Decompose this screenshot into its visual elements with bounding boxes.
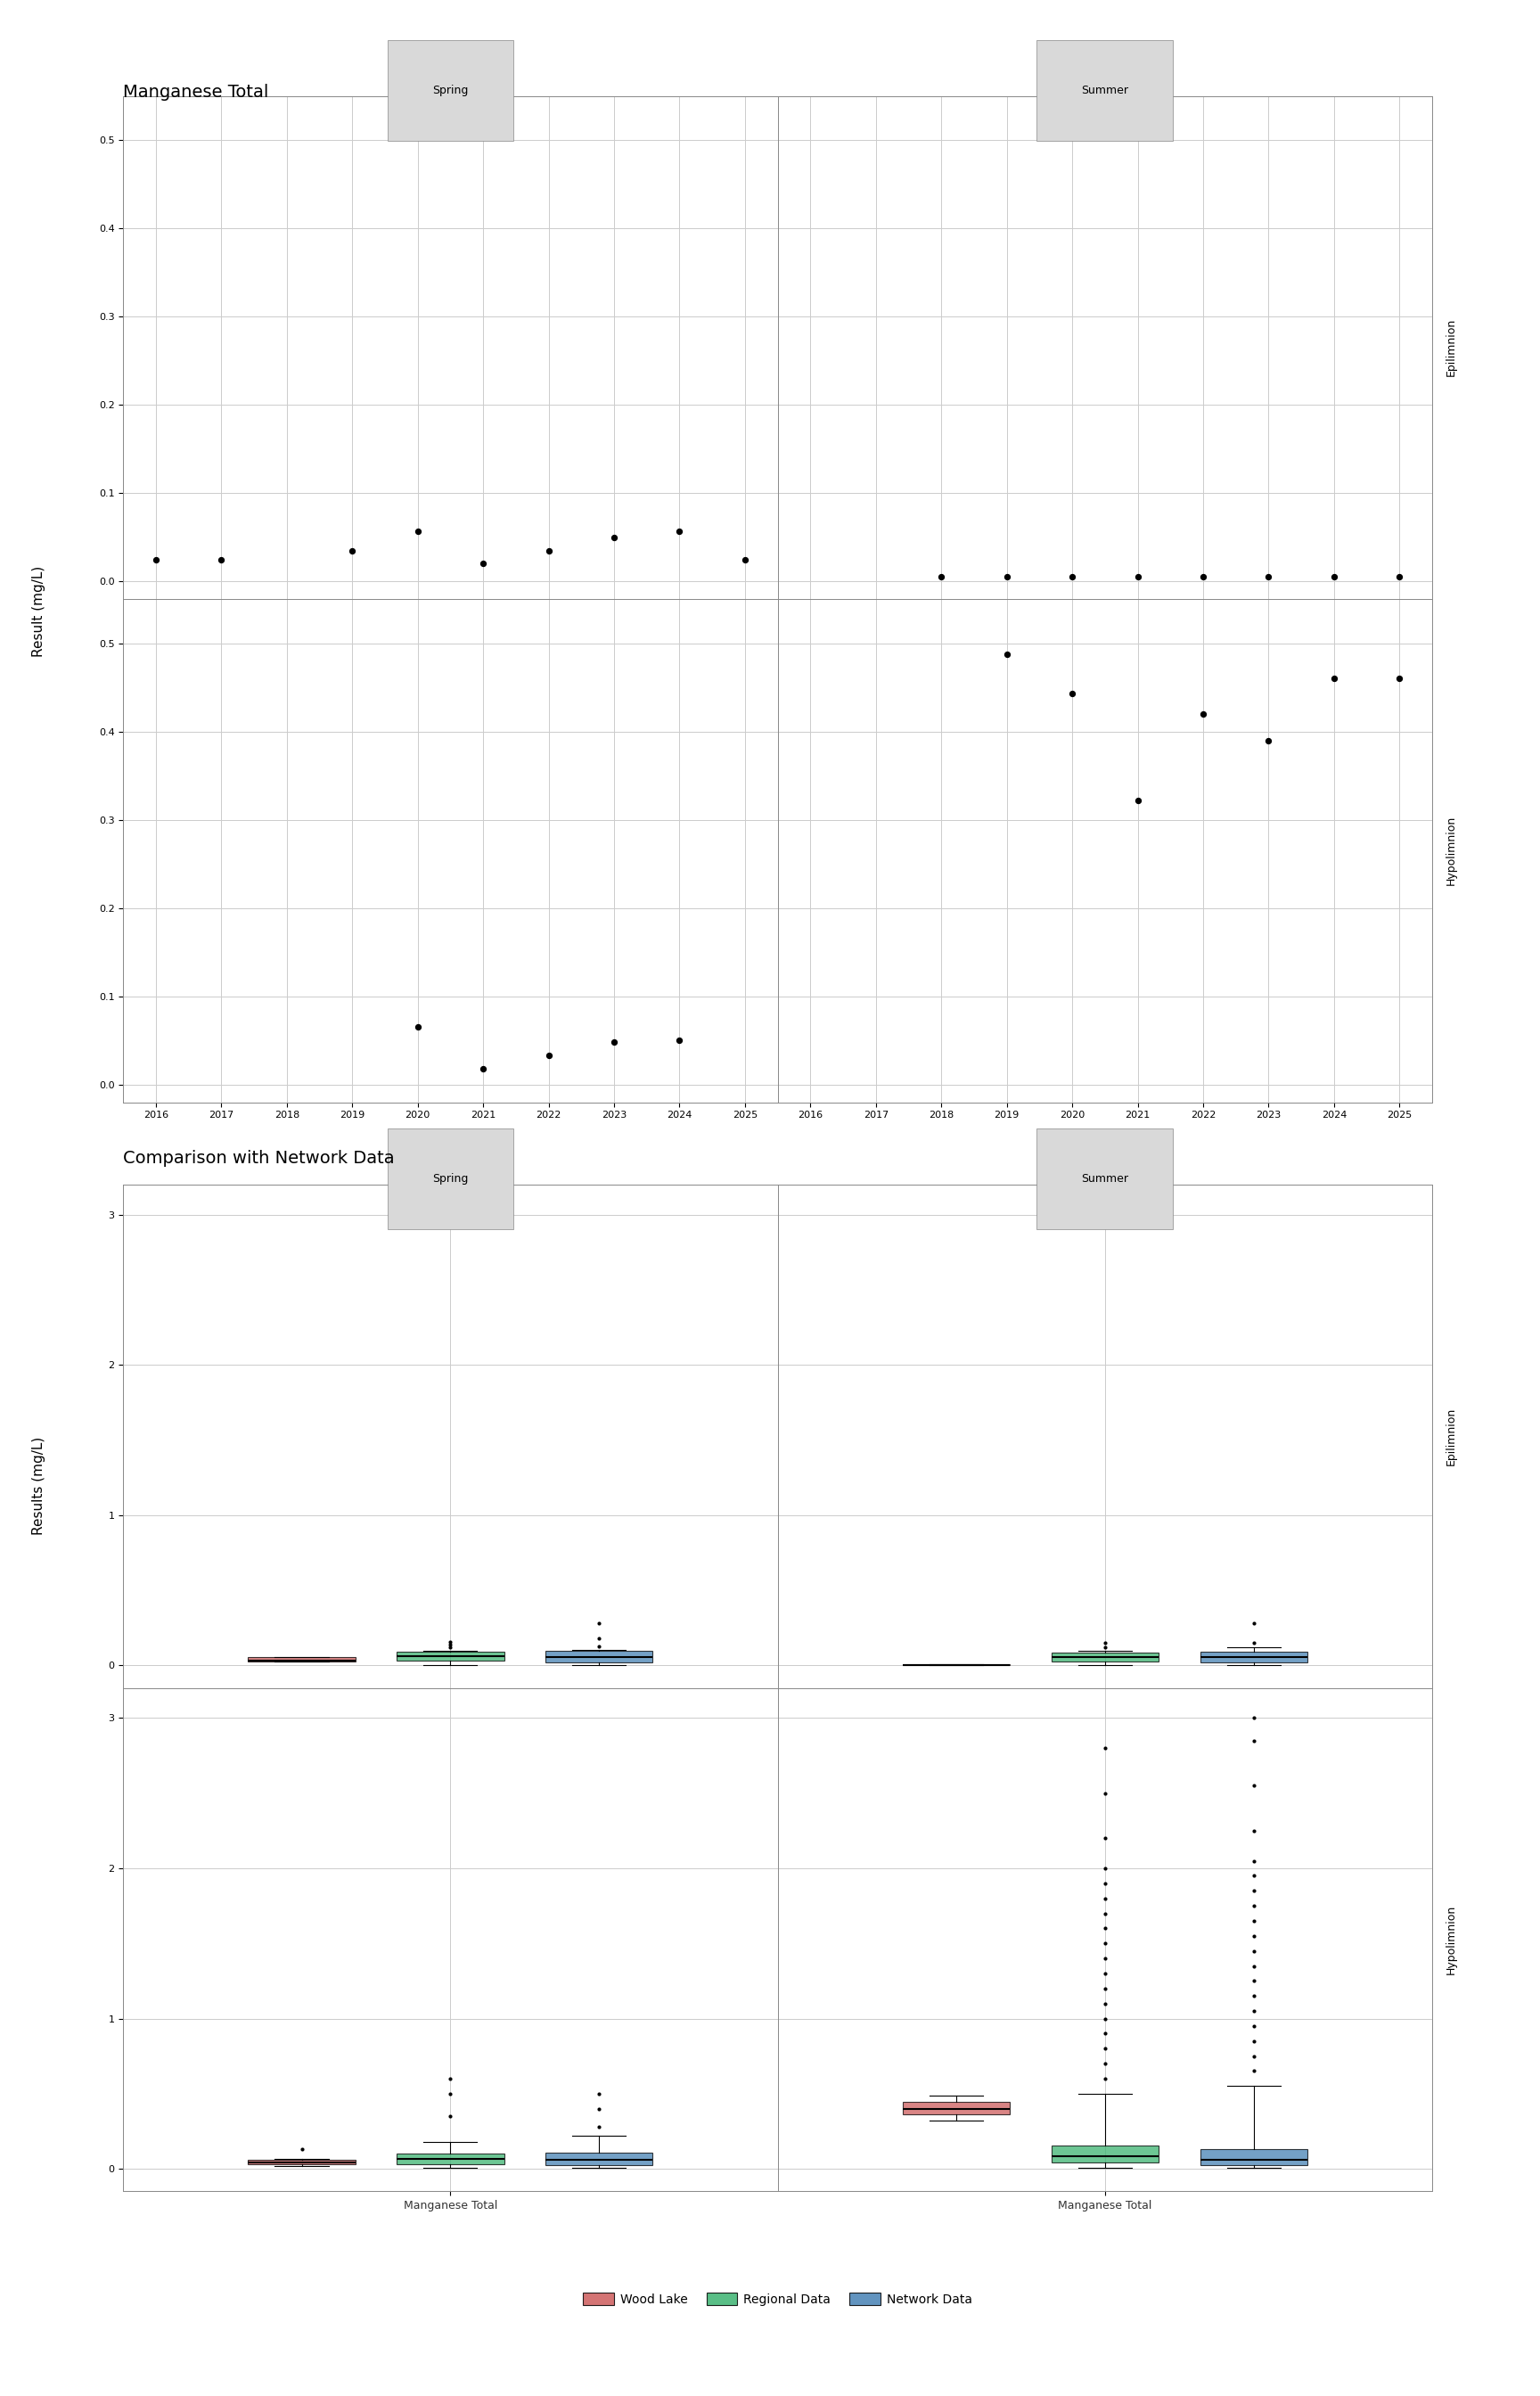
Title: Spring: Spring	[433, 84, 468, 96]
PathPatch shape	[1052, 2144, 1158, 2164]
PathPatch shape	[545, 1651, 653, 1663]
Text: Results (mg/L): Results (mg/L)	[32, 1435, 45, 1536]
Point	[1388, 558, 1412, 597]
PathPatch shape	[397, 1651, 504, 1660]
Point	[1126, 558, 1150, 597]
Text: Epilimnion: Epilimnion	[1445, 1406, 1457, 1466]
Point	[1190, 558, 1215, 597]
Point	[1126, 781, 1150, 819]
Text: Hypolimnion: Hypolimnion	[1445, 815, 1457, 887]
Point	[536, 532, 561, 570]
Point	[733, 539, 758, 577]
PathPatch shape	[397, 2154, 504, 2164]
Text: Comparison with Network Data: Comparison with Network Data	[123, 1150, 394, 1167]
Text: Result (mg/L): Result (mg/L)	[32, 565, 45, 657]
Point	[1060, 673, 1084, 712]
Legend: Wood Lake, Regional Data, Network Data: Wood Lake, Regional Data, Network Data	[579, 2288, 976, 2310]
Point	[405, 1009, 430, 1047]
Point	[1388, 659, 1412, 697]
PathPatch shape	[248, 1658, 356, 1663]
Text: Hypolimnion: Hypolimnion	[1445, 1905, 1457, 1974]
PathPatch shape	[1200, 1651, 1307, 1663]
Title: Summer: Summer	[1081, 84, 1129, 96]
Point	[1257, 721, 1281, 760]
Point	[1321, 659, 1346, 697]
Point	[1190, 695, 1215, 733]
Point	[929, 558, 953, 597]
PathPatch shape	[545, 2152, 653, 2166]
Title: Summer: Summer	[1081, 1174, 1129, 1184]
Point	[471, 1049, 496, 1088]
Point	[995, 635, 1019, 673]
Point	[340, 532, 365, 570]
Text: Manganese Total: Manganese Total	[123, 84, 270, 101]
Point	[995, 558, 1019, 597]
Point	[471, 544, 496, 582]
PathPatch shape	[248, 2161, 356, 2164]
Text: Epilimnion: Epilimnion	[1445, 319, 1457, 376]
PathPatch shape	[902, 2101, 1010, 2116]
Point	[602, 518, 627, 556]
Point	[209, 539, 234, 577]
PathPatch shape	[1052, 1653, 1158, 1663]
Point	[1257, 558, 1281, 597]
Title: Spring: Spring	[433, 1174, 468, 1184]
Point	[667, 1021, 691, 1059]
Point	[1060, 558, 1084, 597]
PathPatch shape	[1200, 2149, 1307, 2166]
Point	[536, 1037, 561, 1076]
Point	[143, 539, 168, 577]
Point	[405, 513, 430, 551]
Point	[602, 1023, 627, 1061]
Point	[667, 513, 691, 551]
Point	[1321, 558, 1346, 597]
